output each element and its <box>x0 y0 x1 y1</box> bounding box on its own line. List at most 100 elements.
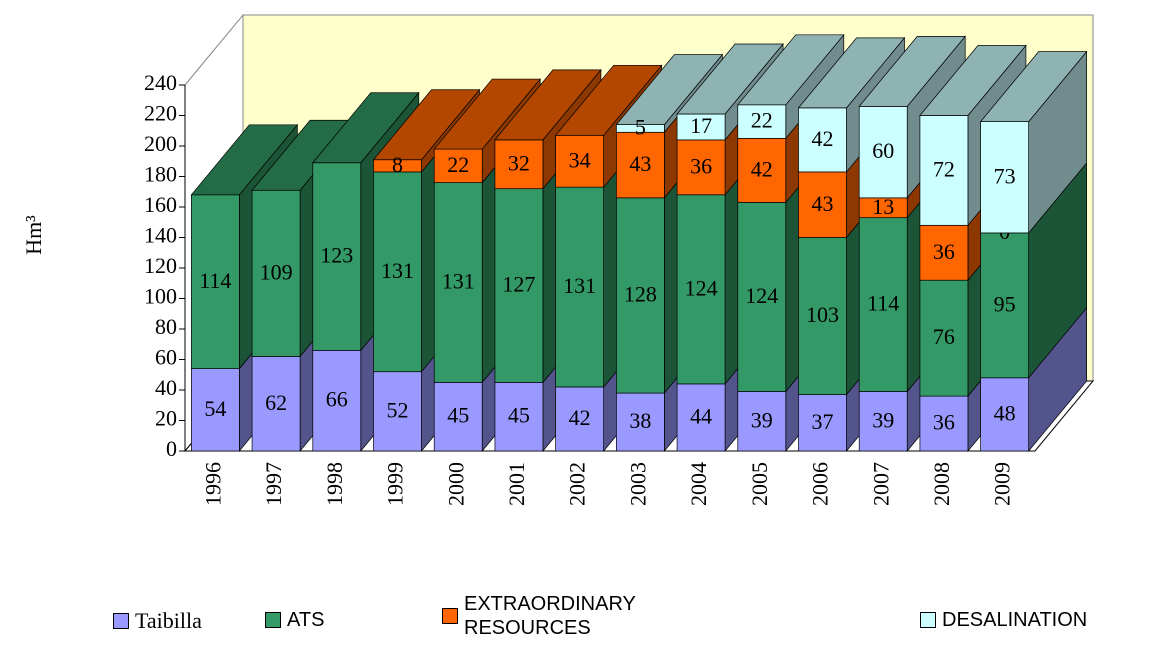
bar <box>737 202 787 392</box>
value-label: 36 <box>933 410 955 435</box>
bar <box>433 148 483 183</box>
bar <box>676 139 726 196</box>
value-label: 34 <box>569 147 591 172</box>
y-tick-label: 20 <box>155 406 177 431</box>
value-label: 72 <box>933 156 955 181</box>
bar <box>373 371 422 452</box>
legend-entry: EXTRAORDINARY RESOURCES <box>442 592 636 640</box>
value-label: 124 <box>745 283 778 308</box>
legend-label: Taibilla <box>135 608 202 633</box>
value-label: 76 <box>933 324 955 349</box>
x-tick-label: 2007 <box>868 462 893 506</box>
value-label: 103 <box>806 302 839 327</box>
value-label: 60 <box>872 138 894 163</box>
y-tick-label: 240 <box>144 70 177 95</box>
value-label: 127 <box>502 272 535 297</box>
value-label: 37 <box>812 409 834 434</box>
bar <box>616 392 665 452</box>
value-label: 39 <box>872 407 894 432</box>
bar <box>858 391 908 452</box>
bar-top <box>312 92 420 164</box>
x-tick-label: 2000 <box>443 462 468 506</box>
value-label: 36 <box>933 239 955 264</box>
value-label: 66 <box>326 387 348 412</box>
value-label: 43 <box>629 151 651 176</box>
y-tick-label: 100 <box>144 284 177 309</box>
y-tick-label: 40 <box>155 375 177 400</box>
y-tick-label: 180 <box>144 162 177 187</box>
y-tick-label: 60 <box>155 345 177 370</box>
value-label: 114 <box>199 268 231 293</box>
bar-top <box>433 78 541 150</box>
x-tick-label: 2003 <box>625 462 650 506</box>
bar <box>433 182 483 383</box>
bar <box>373 171 422 373</box>
y-tick-label: 200 <box>144 131 177 156</box>
bar <box>616 197 665 394</box>
bar <box>919 395 969 452</box>
value-label: 124 <box>685 275 718 300</box>
legend-label: DESALINATION <box>942 609 1088 631</box>
legend-swatch <box>920 612 936 628</box>
legend-label: EXTRAORDINARY RESOURCES <box>464 593 636 639</box>
x-tick-label: 2004 <box>686 462 711 506</box>
bar-top <box>554 64 663 136</box>
x-tick-label: 2005 <box>747 462 772 506</box>
value-label: 131 <box>442 269 475 294</box>
bar-top <box>858 35 966 107</box>
value-label: 5 <box>635 115 646 140</box>
bar <box>737 104 787 139</box>
value-label: 22 <box>447 152 469 177</box>
x-tick-label: 1999 <box>383 462 408 506</box>
value-label: 128 <box>624 281 657 306</box>
y-tick-label: 160 <box>144 192 177 217</box>
value-label: 62 <box>265 390 287 415</box>
legend-swatch <box>265 612 281 628</box>
value-label: 8 <box>392 152 403 177</box>
bar <box>676 113 726 141</box>
value-label: 95 <box>994 291 1016 316</box>
x-tick-label: 1996 <box>200 462 225 506</box>
bar <box>858 105 908 199</box>
y-tick-label: 220 <box>144 101 177 126</box>
value-label: 32 <box>508 150 530 175</box>
y-tick-label: 0 <box>166 436 177 461</box>
value-label: 45 <box>508 403 530 428</box>
x-tick-label: 2009 <box>990 462 1015 506</box>
x-tick-label: 1998 <box>322 462 347 506</box>
legend-swatch <box>113 613 129 629</box>
x-tick-label: 2001 <box>504 462 529 506</box>
bar <box>919 224 969 281</box>
bar <box>737 138 787 203</box>
value-label: 42 <box>812 126 834 151</box>
bar-top <box>615 54 724 126</box>
bar <box>919 279 969 397</box>
bar <box>312 350 362 452</box>
bar <box>980 377 1029 452</box>
bar <box>555 386 604 452</box>
bar <box>494 382 544 452</box>
x-tick-label: 1997 <box>261 462 286 506</box>
value-label: 48 <box>994 400 1016 425</box>
bar-top <box>372 89 481 161</box>
bar-top <box>737 34 845 106</box>
value-label: 44 <box>690 403 712 428</box>
value-label: 17 <box>690 113 712 138</box>
bar-top <box>979 51 1088 122</box>
value-label: 109 <box>260 259 293 284</box>
bar <box>191 194 240 370</box>
y-axis-label: Hm³ <box>21 215 46 255</box>
bar-top <box>494 69 602 141</box>
value-label: 42 <box>569 405 591 430</box>
y-tick-label: 120 <box>144 253 177 278</box>
value-label: 39 <box>751 407 773 432</box>
value-label: 42 <box>751 156 773 181</box>
bar <box>980 232 1029 379</box>
value-label: 36 <box>690 153 712 178</box>
legend-label: ATS <box>287 609 325 631</box>
x-tick-label: 2002 <box>565 462 590 506</box>
bar <box>676 194 726 385</box>
value-label: 38 <box>629 408 651 433</box>
value-label: 54 <box>204 396 226 421</box>
